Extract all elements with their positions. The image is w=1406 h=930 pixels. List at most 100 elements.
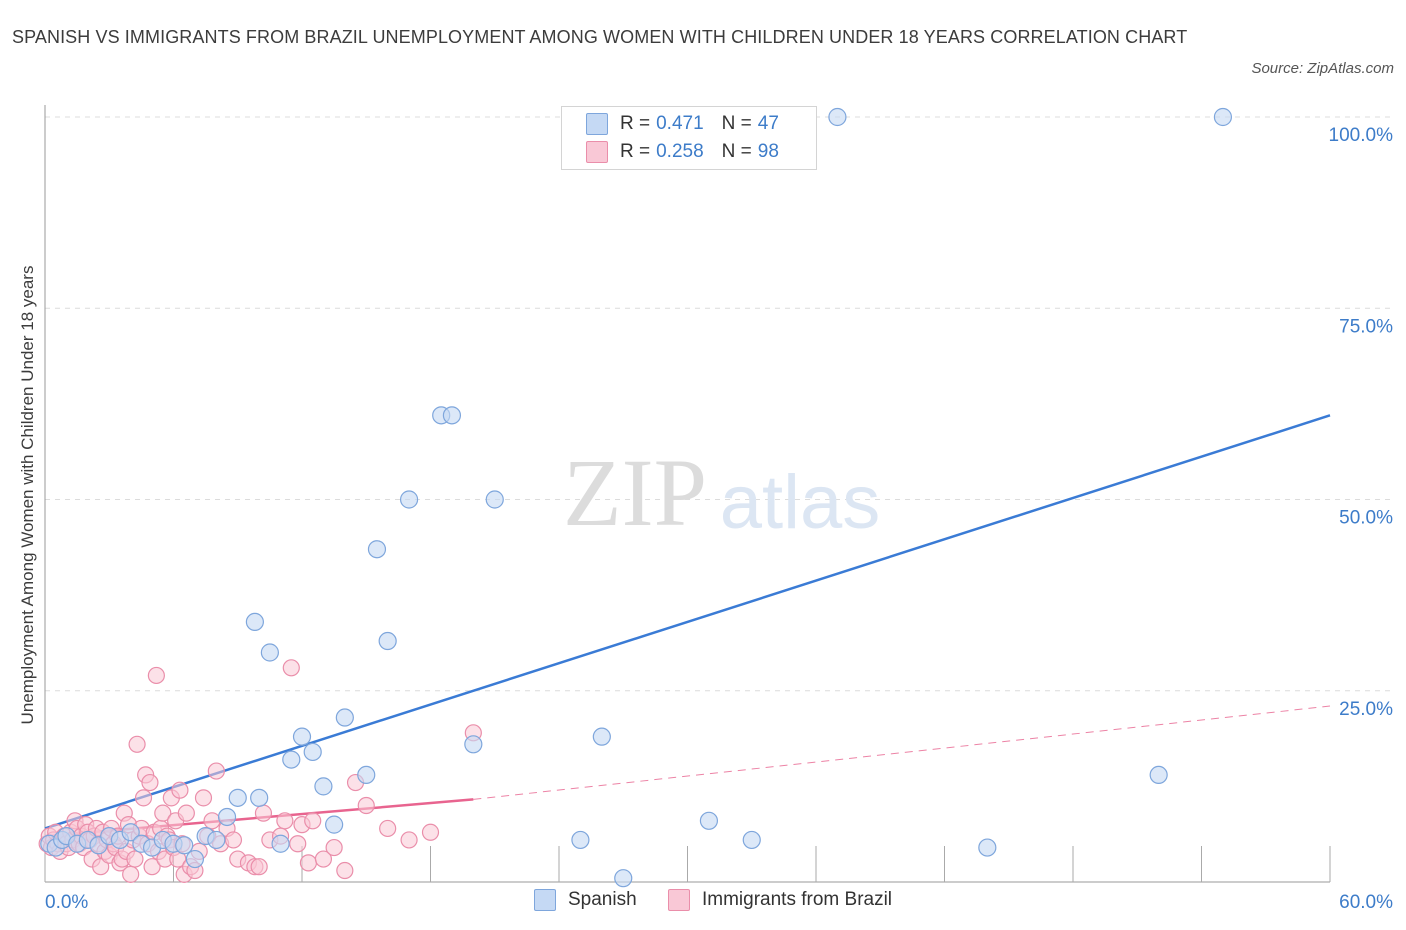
point-brazil [126, 850, 144, 868]
point-spanish [699, 811, 719, 830]
point-spanish [828, 107, 847, 127]
y-tick-label: 100.0% [1329, 125, 1394, 146]
point-spanish [314, 777, 333, 796]
point-brazil [128, 735, 146, 753]
axes [44, 105, 1331, 883]
point-spanish [1149, 765, 1168, 785]
point-spanish [185, 849, 205, 869]
point-spanish [250, 788, 269, 807]
point-brazil [379, 819, 397, 838]
legend-swatch-brazil [668, 889, 690, 911]
point-brazil [250, 858, 268, 876]
point-brazil [314, 850, 333, 868]
legend-swatch-brazil [586, 141, 608, 163]
point-spanish [592, 727, 611, 746]
point-spanish [303, 742, 322, 762]
legend-item-spanish[interactable]: Spanish [534, 889, 637, 911]
point-brazil [400, 831, 418, 849]
grid-lines [45, 116, 1392, 692]
point-brazil [143, 858, 161, 876]
legend-r-label: R = [620, 141, 651, 162]
legend-n-label: N = [721, 141, 752, 162]
legend-label-spanish: Spanish [568, 889, 637, 910]
point-spanish [399, 490, 419, 509]
point-spanish [282, 750, 301, 769]
legend-swatch-spanish [586, 113, 608, 135]
y-tick-label: 25.0% [1339, 699, 1393, 720]
point-spanish [742, 830, 761, 850]
series-legend: Spanish Immigrants from Brazil [0, 889, 1406, 915]
point-spanish [260, 643, 279, 662]
legend-swatch-spanish [534, 889, 556, 911]
point-brazil [299, 854, 318, 872]
point-brazil [304, 812, 322, 830]
point-brazil [154, 804, 172, 822]
point-brazil [141, 773, 159, 792]
point-brazil [336, 861, 354, 880]
point-spanish [175, 836, 194, 855]
legend-row-brazil: R = 0.258 N = 98 [586, 140, 779, 164]
point-brazil [147, 666, 165, 685]
watermark-atlas: atlas [720, 460, 881, 545]
series-spanish-points [40, 107, 1233, 888]
y-tick-label: 75.0% [1339, 316, 1393, 337]
point-spanish [325, 815, 344, 834]
point-spanish [571, 830, 590, 850]
legend-row-spanish: R = 0.471 N = 47 [586, 112, 779, 136]
watermark-zip: ZIP [563, 439, 707, 546]
point-spanish [464, 735, 483, 754]
source-label: Source: ZipAtlas.com [1251, 60, 1394, 77]
correlation-legend: R = 0.471 N = 47 R = 0.258 N = 98 [561, 106, 817, 170]
point-brazil [177, 804, 195, 822]
point-spanish [614, 869, 633, 888]
point-spanish [357, 765, 376, 785]
point-brazil [325, 838, 343, 857]
legend-item-brazil[interactable]: Immigrants from Brazil [668, 889, 892, 911]
point-brazil [276, 812, 294, 830]
point-spanish [207, 830, 226, 850]
point-brazil [254, 804, 273, 822]
legend-r-value: 0.258 [656, 141, 704, 162]
legend-n-value: 98 [757, 141, 779, 162]
point-spanish [121, 823, 140, 842]
point-spanish [485, 490, 504, 509]
point-spanish [367, 540, 387, 559]
point-spanish [217, 807, 237, 827]
legend-r-label: R = [620, 113, 651, 134]
point-brazil [207, 762, 225, 780]
point-brazil [194, 789, 213, 807]
point-spanish [245, 612, 264, 632]
trend-brazil-extension [473, 705, 1331, 800]
point-spanish [292, 727, 312, 746]
point-spanish [335, 708, 354, 727]
point-spanish [978, 838, 997, 857]
point-brazil [122, 865, 140, 883]
point-spanish [442, 406, 462, 425]
tick-labels: 25.0% 50.0% 75.0% 100.0% 0.0% 60.0% [45, 125, 1393, 913]
point-spanish [228, 788, 247, 807]
point-brazil [421, 823, 440, 841]
legend-n-value: 47 [757, 113, 779, 134]
point-brazil [357, 796, 375, 815]
legend-r-value: 0.471 [656, 113, 704, 134]
x-tick-label: 60.0% [1339, 892, 1393, 913]
point-brazil [289, 835, 307, 853]
point-spanish [378, 631, 397, 651]
y-axis-label: Unemployment Among Women with Children U… [18, 265, 37, 725]
trend-spanish [44, 414, 1331, 830]
point-brazil [171, 781, 189, 799]
legend-label-brazil: Immigrants from Brazil [702, 889, 893, 910]
chart-title: SPANISH VS IMMIGRANTS FROM BRAZIL UNEMPL… [12, 27, 1188, 47]
point-brazil [282, 659, 300, 677]
point-spanish [1213, 107, 1233, 127]
x-tick-label: 0.0% [45, 892, 88, 913]
legend-n-label: N = [721, 113, 752, 134]
point-brazil [134, 789, 153, 807]
y-axis-label-wrap: Unemployment Among Women with Children U… [8, 110, 48, 880]
point-spanish [271, 834, 290, 853]
watermark: ZIP atlas [563, 439, 880, 546]
y-tick-label: 50.0% [1339, 508, 1393, 529]
point-brazil [203, 812, 221, 830]
point-brazil [224, 831, 243, 849]
